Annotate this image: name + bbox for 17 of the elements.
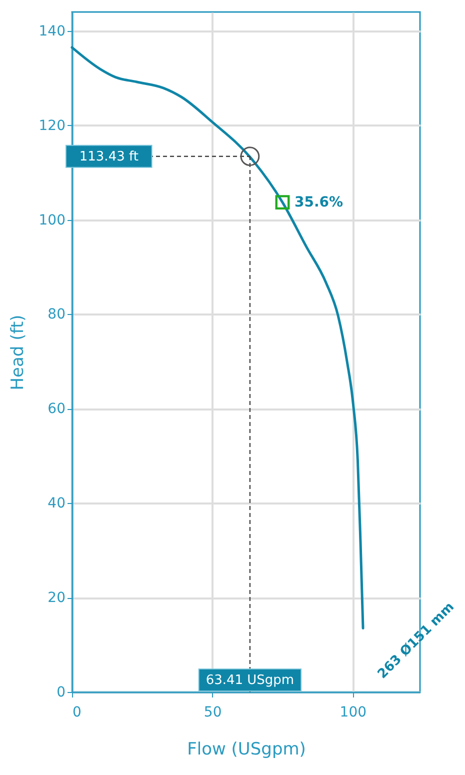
y-tick-label: 20 [48,590,66,606]
ref-line-label: 113.43 ft [79,149,138,164]
x-tick-label: 0 [72,704,82,720]
line-series [70,46,364,630]
y-axis-title: Head (ft) [8,314,28,390]
ref-line-label: 63.41 USgpm [206,673,294,688]
x-tick-label: 100 [340,704,367,720]
annotation: 35.6% [294,194,344,210]
y-tick-label: 140 [38,23,66,40]
y-tick-label: 40 [48,496,66,512]
y-tick-label: 0 [56,684,66,700]
x-axis-title: Flow (USgpm) [187,740,306,760]
y-tick-label: 80 [48,306,66,323]
y-tick-label: 60 [48,401,66,418]
y-tick-label: 100 [38,212,66,228]
x-tick-label: 50 [204,704,222,720]
y-tick-label: 120 [38,118,66,134]
